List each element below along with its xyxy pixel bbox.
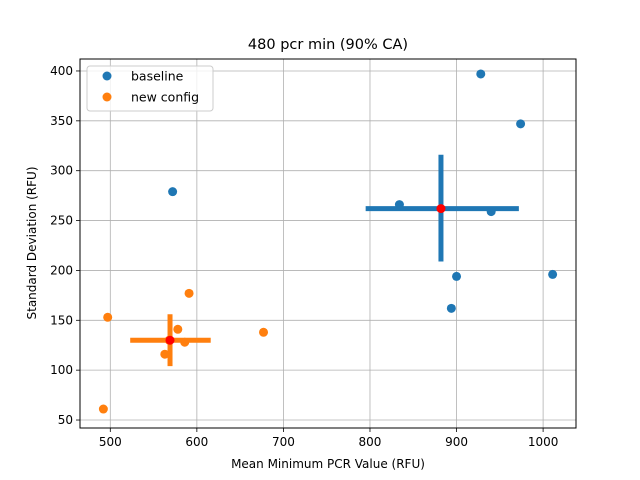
x-tick-label: 700 <box>272 435 295 449</box>
y-tick-label: 250 <box>50 214 73 228</box>
legend-marker <box>102 92 112 102</box>
y-tick-label: 100 <box>50 363 73 377</box>
y-tick-label: 150 <box>50 313 73 327</box>
axes-frame <box>79 58 577 429</box>
y-tick-label: 300 <box>50 164 73 178</box>
data-point <box>160 349 170 359</box>
y-tick-label: 350 <box>50 114 73 128</box>
legend-box <box>86 65 214 112</box>
x-tick-label: 500 <box>99 435 122 449</box>
data-point <box>548 269 558 279</box>
data-point <box>516 119 526 129</box>
x-tick-label: 900 <box>445 435 468 449</box>
legend: baseline new config <box>86 65 214 112</box>
y-tick-label: 400 <box>50 64 73 78</box>
data-point <box>173 324 183 334</box>
data-point <box>476 69 486 79</box>
chart-title: 480 pcr min (90% CA) <box>248 37 408 53</box>
data-point <box>168 187 178 197</box>
data-point <box>259 327 269 337</box>
x-tick-label: 1000 <box>528 435 559 449</box>
y-tick-label: 200 <box>50 263 73 277</box>
y-axis-label: Standard Deviation (RFU) <box>25 166 39 319</box>
data-point <box>452 271 462 281</box>
center-point <box>165 335 175 345</box>
x-tick-label: 800 <box>359 435 382 449</box>
x-axis-label: Mean Minimum PCR Value (RFU) <box>231 457 425 471</box>
legend-marker <box>102 71 112 81</box>
data-point <box>184 288 194 298</box>
x-tick-label: 600 <box>185 435 208 449</box>
data-point <box>98 404 108 414</box>
legend-label: baseline <box>131 69 184 84</box>
legend-label: new config <box>131 90 199 105</box>
y-tick-label: 50 <box>58 413 73 427</box>
data-point <box>103 312 113 322</box>
data-point <box>446 303 456 313</box>
center-point <box>436 204 446 214</box>
plot-area: 500 600 700 800 900 1000 50 100 150 200 250 300 350 4… <box>50 58 577 449</box>
